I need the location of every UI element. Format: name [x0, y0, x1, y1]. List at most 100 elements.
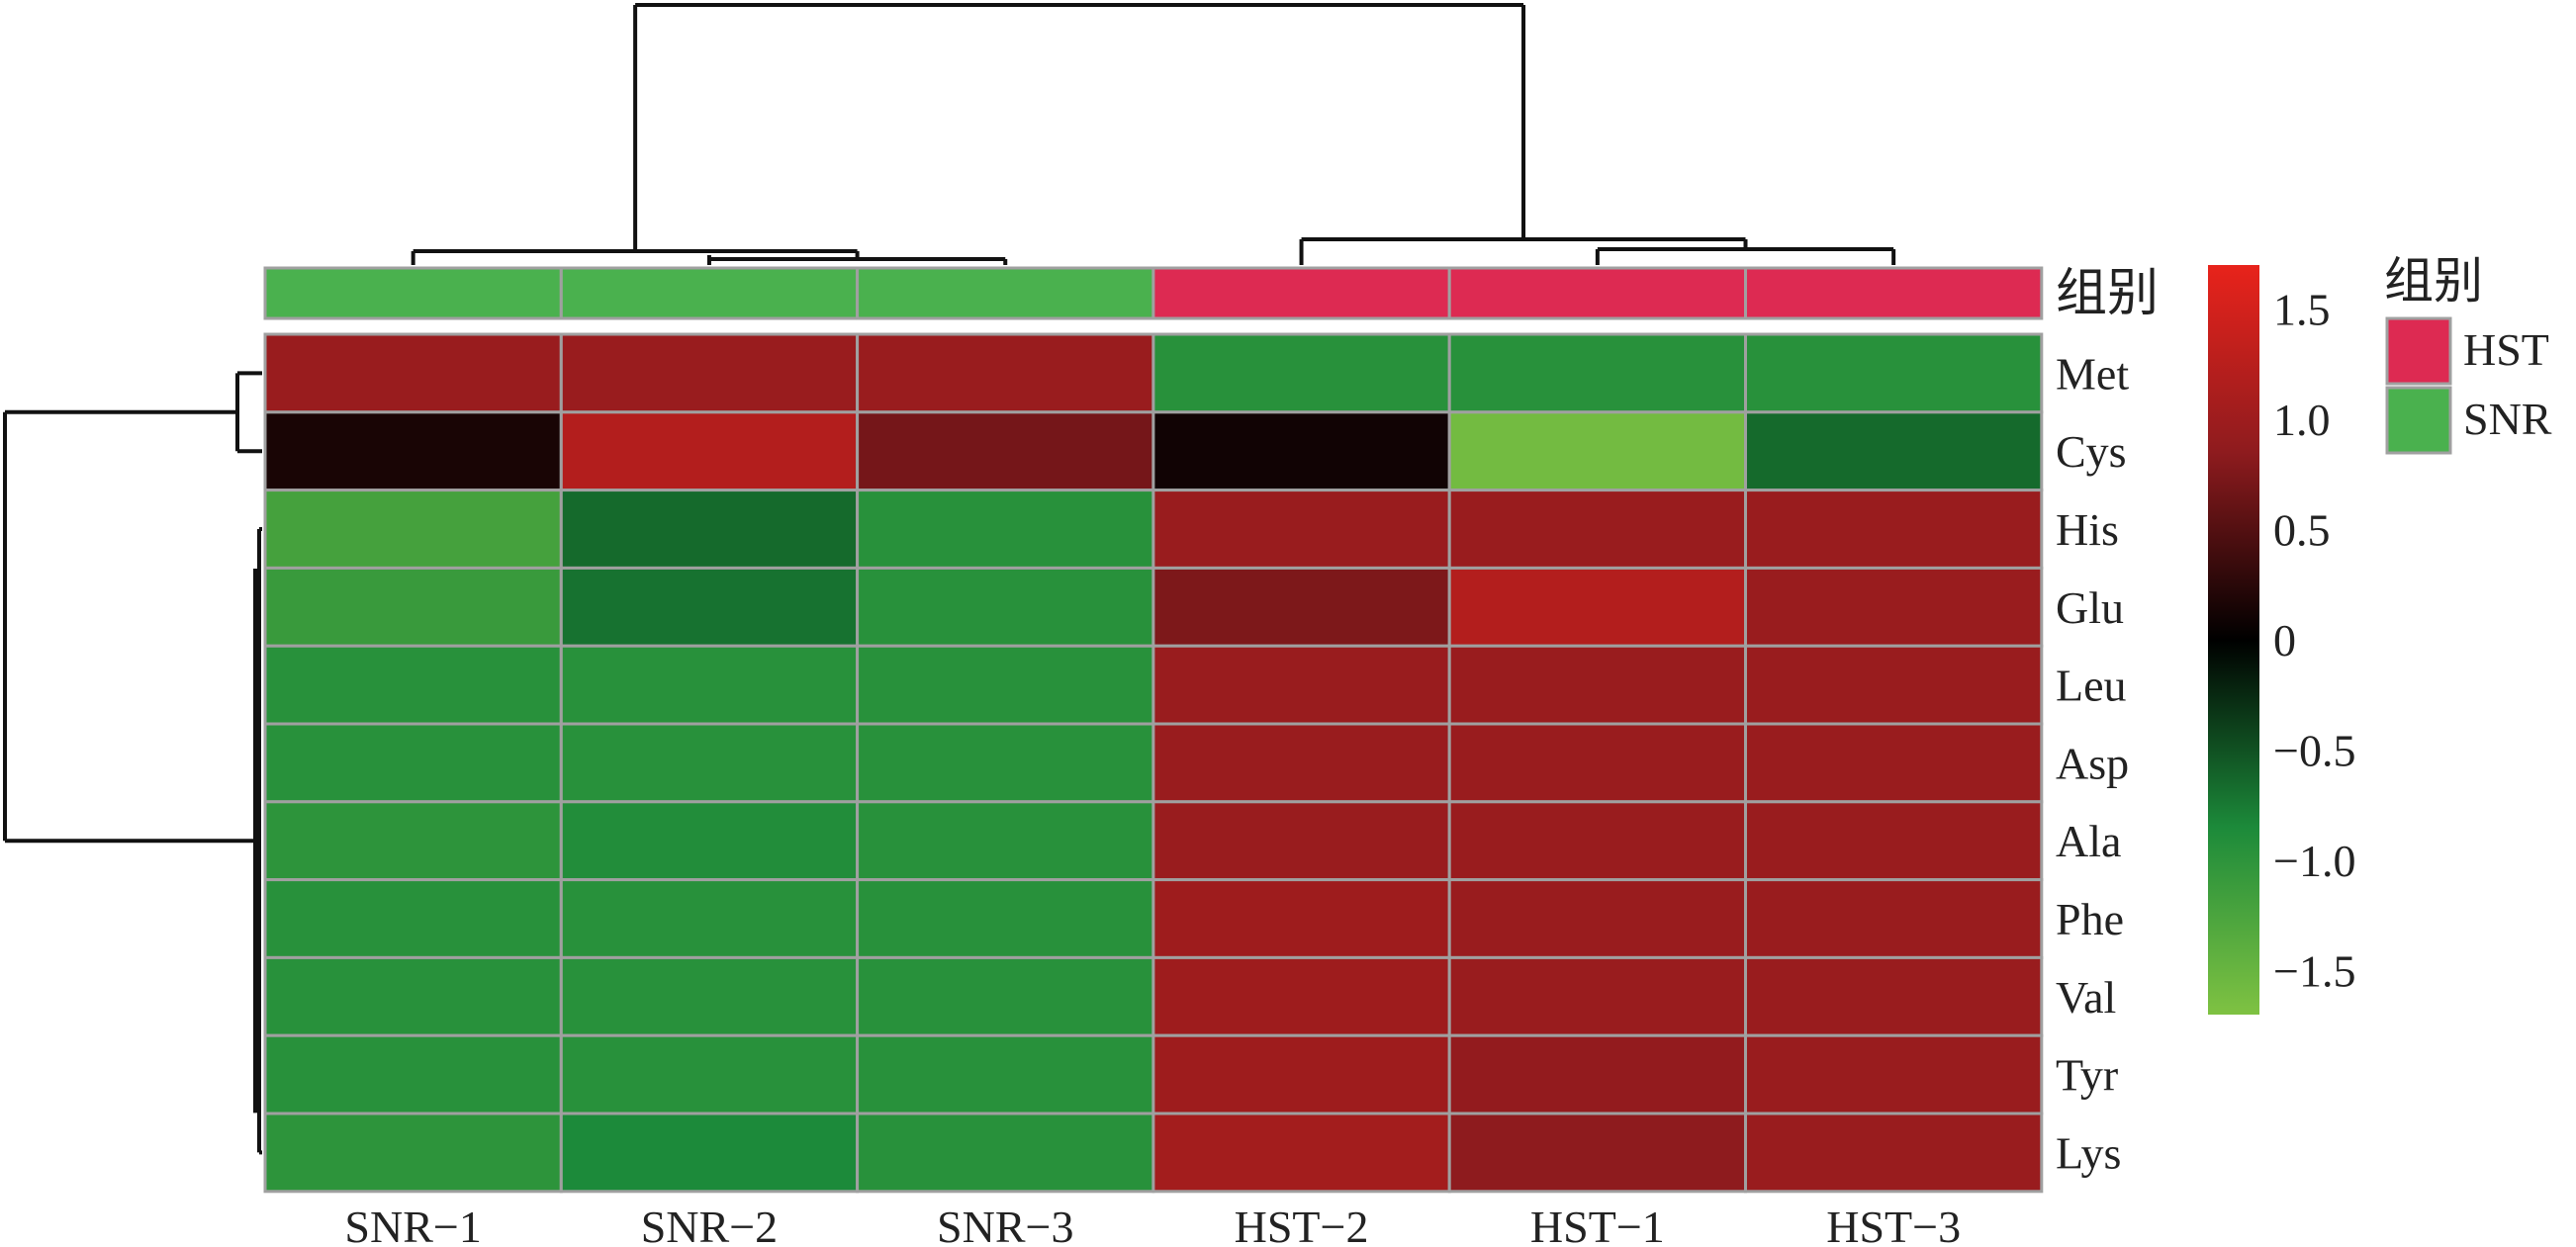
heatmap-cell [1151, 410, 1451, 492]
heatmap-cell [1447, 722, 1747, 804]
row-label: Tyr [2056, 1050, 2118, 1101]
legend-swatch [2385, 386, 2452, 455]
legend-label: SNR [2463, 394, 2552, 444]
heatmap-cell [1151, 1112, 1451, 1194]
row-label: Lys [2056, 1127, 2121, 1178]
color-scale-tick-label: 0 [2273, 615, 2296, 666]
heatmap-cell [856, 800, 1155, 882]
heatmap-cell [263, 566, 563, 648]
heatmap-cell [1744, 332, 2044, 414]
color-scale-tick-label: 1.5 [2273, 285, 2331, 335]
heatmap-cell [263, 800, 563, 882]
heatmap-cell [1744, 722, 2044, 804]
heatmap-cell [1744, 878, 2044, 959]
heatmap-cell [1447, 878, 1747, 959]
heatmap-cell [559, 489, 860, 570]
heatmap-cell [856, 566, 1155, 648]
annotation-row-label: 组别 [2056, 266, 2159, 322]
heatmap-cell [263, 878, 563, 959]
heatmap-cell [856, 644, 1155, 726]
heatmap-cell [559, 955, 860, 1037]
heatmap-cell [559, 722, 860, 804]
annotation-cell [1151, 266, 1451, 320]
heatmap-cell [1447, 489, 1747, 570]
annotation-cell [1447, 266, 1747, 320]
row-labels: Met Cys His Glu Leu Asp Ala Phe Val Tyr Lys [2056, 348, 2129, 1178]
column-labels: SNR−1 SNR−2 SNR−3 HST−2 HST−1 HST−3 [344, 1202, 1961, 1247]
heatmap-cell [1744, 800, 2044, 882]
heatmap-cell [1447, 955, 1747, 1037]
heatmap-cell [1151, 489, 1451, 570]
column-label: HST−1 [1530, 1202, 1665, 1247]
heatmap-cell [1447, 410, 1747, 492]
row-label: Ala [2056, 816, 2121, 866]
heatmap-cell [263, 722, 563, 804]
heatmap-cell [263, 410, 563, 492]
color-scale-tick-label: −0.5 [2273, 725, 2355, 775]
heatmap-cell [263, 332, 563, 414]
color-scale-ticks: 1.5 1.0 0.5 0 −0.5 −1.0 −1.5 [2273, 285, 2355, 997]
heatmap-cell [1447, 1112, 1747, 1194]
heatmap-cell [559, 566, 860, 648]
heatmap-cell [559, 1033, 860, 1115]
heatmap-cell [1447, 566, 1747, 648]
column-label: HST−3 [1826, 1202, 1961, 1247]
color-scale-bar [2208, 265, 2259, 1015]
heatmap-cell [1744, 566, 2044, 648]
heatmap-cell [1151, 644, 1451, 726]
heatmap-cell [1744, 410, 2044, 492]
color-scale-tick-label: −1.5 [2273, 945, 2355, 996]
row-label: Phe [2056, 894, 2124, 944]
row-label: Asp [2056, 738, 2129, 788]
legend-title: 组别 [2384, 253, 2483, 309]
heatmap-cell [559, 1112, 860, 1194]
heatmap-cell [1151, 722, 1451, 804]
heatmap-cell [1151, 800, 1451, 882]
color-scale-tick-label: 0.5 [2273, 505, 2331, 556]
heatmap-cell [856, 955, 1155, 1037]
heatmap-cells [263, 332, 2044, 1194]
heatmap-cell [559, 878, 860, 959]
heatmap-cell [856, 489, 1155, 570]
heatmap-cell [1744, 1033, 2044, 1115]
heatmap-cell [1744, 489, 2044, 570]
heatmap-cell [263, 1033, 563, 1115]
group-legend: HST SNR [2385, 316, 2552, 455]
heatmap-cell [263, 955, 563, 1037]
heatmap-cell [1151, 1033, 1451, 1115]
heatmap-cell [856, 722, 1155, 804]
heatmap-cell [856, 1033, 1155, 1115]
row-label: Glu [2056, 582, 2124, 633]
heatmap-cell [1151, 955, 1451, 1037]
heatmap-cell [559, 644, 860, 726]
heatmap-cell [263, 489, 563, 570]
heatmap-cell [1447, 1033, 1747, 1115]
heatmap-cell [263, 644, 563, 726]
row-label: Met [2056, 348, 2129, 399]
heatmap-cell [1151, 566, 1451, 648]
column-label: HST−2 [1235, 1202, 1369, 1247]
heatmap-cell [856, 332, 1155, 414]
heatmap-cell [559, 800, 860, 882]
column-dendrogram [411, 3, 1896, 265]
legend-label: HST [2463, 324, 2549, 375]
heatmap-cell [263, 1112, 563, 1194]
annotation-cell [856, 266, 1155, 320]
column-label: SNR−2 [641, 1202, 778, 1247]
heatmap-cell [1151, 332, 1451, 414]
color-scale-tick-label: −1.0 [2273, 836, 2355, 886]
group-annotation-bar [263, 266, 2044, 320]
row-label: Leu [2056, 661, 2127, 711]
color-scale-tick-label: 1.0 [2273, 395, 2331, 445]
heatmap-cell [1447, 332, 1747, 414]
heatmap-cell [1447, 644, 1747, 726]
row-label: Val [2056, 972, 2116, 1023]
heatmap-cell [1744, 644, 2044, 726]
annotation-cell [1744, 266, 2044, 320]
legend-swatch [2385, 316, 2452, 386]
annotation-cell [559, 266, 860, 320]
heatmap-cell [1744, 955, 2044, 1037]
heatmap-cell [856, 410, 1155, 492]
heatmap-cell [1151, 878, 1451, 959]
